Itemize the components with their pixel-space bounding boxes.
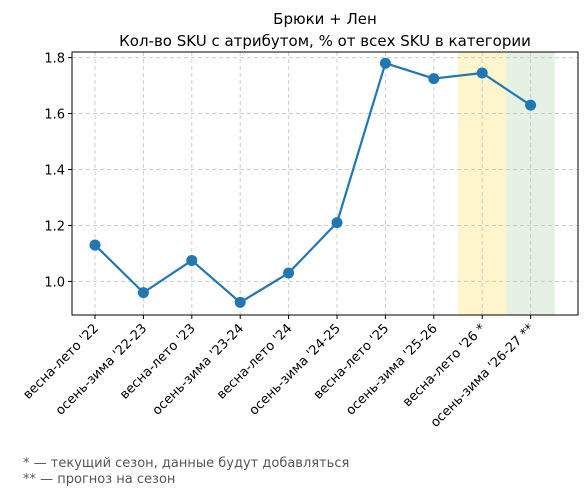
y-tick-label: 1.8 xyxy=(44,52,65,67)
footnotes: * — текущий сезон, данные будут добавлят… xyxy=(23,456,349,488)
y-tick-label: 1.6 xyxy=(44,108,65,123)
chart-title: Брюки + Лен xyxy=(273,10,377,28)
data-point xyxy=(234,296,246,308)
x-tick-label: осень-зима '23-24 xyxy=(150,321,247,418)
data-point xyxy=(186,254,198,266)
data-point xyxy=(379,57,391,69)
data-point xyxy=(525,99,537,111)
y-tick-label: 1.2 xyxy=(44,219,65,234)
y-tick-label: 1.0 xyxy=(44,275,65,290)
data-point xyxy=(428,73,440,85)
x-tick-label: осень-зима '24-25 xyxy=(247,321,344,418)
data-point xyxy=(331,217,343,229)
y-tick-label: 1.4 xyxy=(44,164,65,179)
highlight-band-2 xyxy=(506,52,555,315)
x-tick-label: осень-зима '25-26 xyxy=(343,321,440,418)
highlight-band-1 xyxy=(458,52,507,315)
plot-frame xyxy=(71,51,579,316)
data-point xyxy=(476,67,488,79)
x-tick-label: весна-лето '26 * xyxy=(400,321,489,410)
footnote-forecast: ** — прогноз на сезон xyxy=(23,472,176,487)
data-point xyxy=(89,239,101,251)
data-point xyxy=(137,287,149,299)
series-line xyxy=(94,62,532,304)
x-tick-label: осень-зима '22-23 xyxy=(53,321,150,418)
data-point xyxy=(283,267,295,279)
chart-subtitle: Кол-во SKU с атрибутом, % от всех SKU в … xyxy=(119,32,531,50)
footnote-current-season: * — текущий сезон, данные будут добавлят… xyxy=(23,456,350,471)
